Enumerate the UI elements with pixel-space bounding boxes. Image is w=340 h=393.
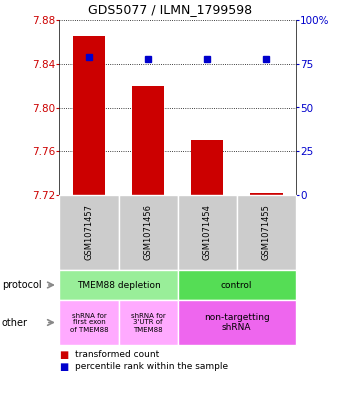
Text: ■: ■ xyxy=(59,350,69,360)
Text: GSM1071457: GSM1071457 xyxy=(85,204,94,261)
Bar xyxy=(191,140,223,195)
Bar xyxy=(132,86,164,195)
Text: shRNA for
3'UTR of
TMEM88: shRNA for 3'UTR of TMEM88 xyxy=(131,312,166,332)
Text: GSM1071456: GSM1071456 xyxy=(143,204,153,261)
Text: TMEM88 depletion: TMEM88 depletion xyxy=(77,281,160,290)
Text: ■: ■ xyxy=(59,362,69,372)
Text: other: other xyxy=(2,318,28,327)
Text: GDS5077 / ILMN_1799598: GDS5077 / ILMN_1799598 xyxy=(88,3,252,16)
Text: GSM1071455: GSM1071455 xyxy=(262,205,271,261)
Bar xyxy=(250,193,283,195)
Text: transformed count: transformed count xyxy=(75,350,159,359)
Text: non-targetting
shRNA: non-targetting shRNA xyxy=(204,313,270,332)
Text: percentile rank within the sample: percentile rank within the sample xyxy=(75,362,228,371)
Text: control: control xyxy=(221,281,253,290)
Text: shRNA for
first exon
of TMEM88: shRNA for first exon of TMEM88 xyxy=(70,312,108,332)
Text: protocol: protocol xyxy=(2,280,41,290)
Bar xyxy=(73,37,105,195)
Text: GSM1071454: GSM1071454 xyxy=(203,205,212,261)
